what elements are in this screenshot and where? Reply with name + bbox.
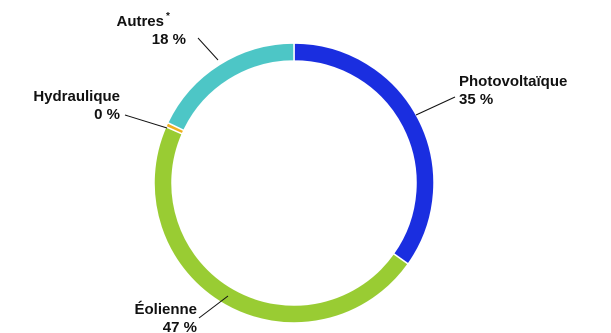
label-autres-footnote: * [166, 11, 170, 22]
slice-photovoltaique [293, 42, 435, 266]
label-hydraulique: Hydraulique 0 % [33, 88, 168, 129]
label-eolienne: Éolienne 47 % [134, 295, 229, 333]
donut-slices [153, 42, 435, 324]
label-autres: Autres * 18 % [116, 11, 219, 61]
leader-photovoltaique [415, 96, 456, 116]
label-photovoltaique: Photovoltaïque 35 % [415, 73, 567, 116]
label-autres-name: Autres [116, 13, 164, 30]
label-eolienne-name: Éolienne [134, 301, 197, 318]
label-autres-value: 18 % [152, 31, 186, 48]
leader-autres [197, 37, 219, 61]
label-hydraulique-name: Hydraulique [33, 88, 120, 105]
leader-hydraulique [124, 114, 168, 129]
label-photovoltaique-name: Photovoltaïque [459, 73, 567, 90]
label-photovoltaique-value: 35 % [459, 91, 493, 108]
slice-autres [166, 42, 295, 132]
slice-eolienne [153, 125, 410, 324]
label-eolienne-value: 47 % [163, 319, 197, 333]
label-hydraulique-value: 0 % [94, 106, 120, 123]
leader-eolienne [198, 295, 229, 319]
